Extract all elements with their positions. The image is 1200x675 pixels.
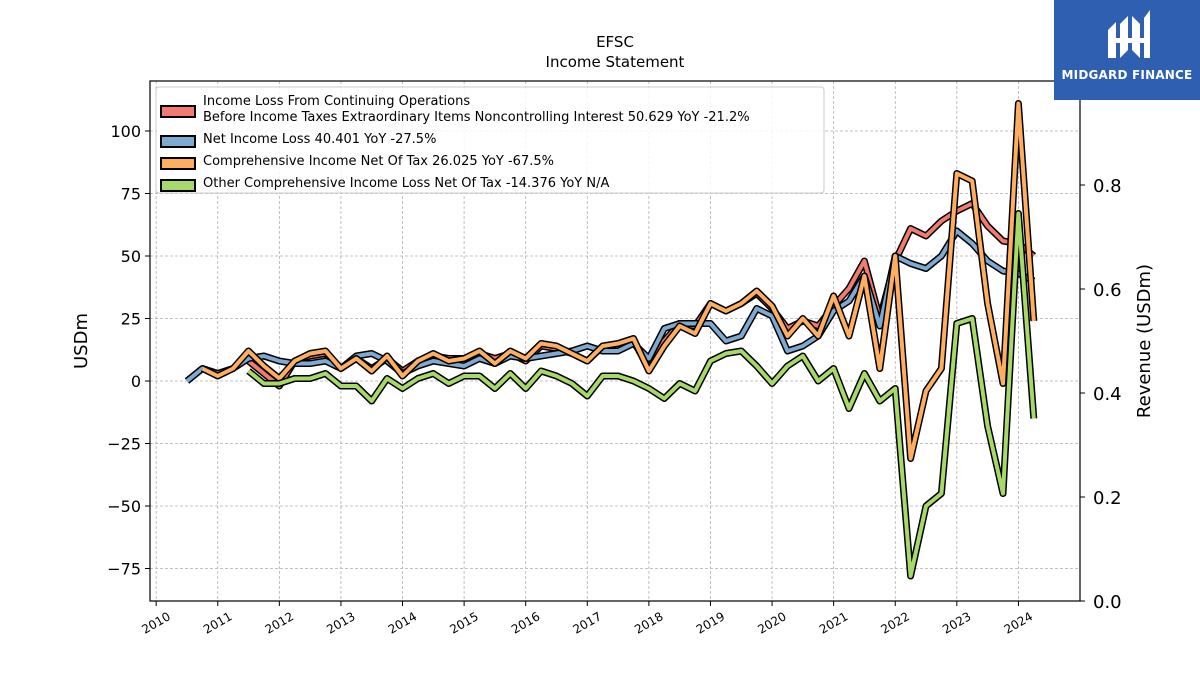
series-layer [184, 100, 1038, 580]
y2-tick-label: 0.2 [1093, 488, 1122, 509]
y-tick-label: −75 [107, 560, 141, 579]
x-tick-label: 2017 [571, 609, 604, 636]
y-tick-label: 100 [110, 122, 141, 141]
x-tick-label: 2018 [632, 609, 665, 636]
legend-label: Comprehensive Income Net Of Tax 26.025 Y… [203, 154, 554, 169]
y-axis-label: USDm [71, 313, 92, 369]
y-tick-label: 50 [121, 247, 141, 266]
series-line-4 [246, 210, 1038, 580]
y-tick-label: 25 [121, 310, 141, 329]
legend-swatch [160, 135, 196, 148]
x-tick-label: 2020 [755, 609, 788, 636]
ticks: 2010 2011 2012 2013 2014 2015 2016 2017 2018 2019… [107, 122, 1121, 637]
y2-tick-label: 0.6 [1093, 280, 1122, 301]
legend-swatch [160, 157, 196, 170]
legend-frame [155, 86, 825, 194]
x-tick-label: 2016 [509, 609, 542, 636]
x-tick-label: 2023 [940, 609, 973, 636]
y2-tick-label: 0.8 [1093, 176, 1122, 197]
plot-frame [149, 80, 1081, 602]
x-tick-label: 2012 [263, 609, 296, 636]
legend-swatch [160, 179, 196, 192]
x-tick-label: 2019 [694, 609, 727, 636]
y2-axis-label: Revenue (USDm) [1134, 264, 1155, 418]
legend-label: Other Comprehensive Income Loss Net Of T… [203, 176, 609, 191]
x-tick-label: 2014 [386, 609, 419, 636]
y2-tick-label: 0.0 [1093, 592, 1122, 613]
y-tick-label: −25 [107, 435, 141, 454]
legend-label: Net Income Loss 40.401 YoY -27.5% [203, 132, 436, 147]
legend-swatch [160, 105, 196, 118]
x-tick-label: 2022 [879, 609, 912, 636]
y-tick-label: 0 [131, 372, 141, 391]
legend-label: Income Loss From Continuing Operations [203, 94, 470, 109]
x-tick-label: 2015 [447, 609, 480, 636]
brand-mark-icon [1108, 10, 1150, 58]
chart-title: EFSC [596, 33, 634, 51]
legend-label: Before Income Taxes Extraordinary Items … [203, 110, 750, 125]
series-line-3 [200, 100, 1038, 462]
brand-logo: MIDGARD FINANCE [1054, 0, 1200, 100]
y-tick-label: −50 [107, 497, 141, 516]
x-tick-label: 2021 [817, 609, 850, 636]
y-tick-label: 75 [121, 185, 141, 204]
series-line-stroke [247, 211, 1036, 578]
x-tick-label: 2010 [139, 609, 172, 636]
brand-name: MIDGARD FINANCE [1061, 68, 1193, 82]
legend: Income Loss From Continuing OperationsBe… [155, 86, 825, 194]
x-tick-label: 2024 [1002, 609, 1035, 636]
chart-subtitle: Income Statement [546, 53, 685, 71]
x-tick-label: 2011 [201, 609, 234, 636]
x-tick-label: 2013 [324, 609, 357, 636]
y2-tick-label: 0.4 [1093, 384, 1122, 405]
series-line-stroke [201, 101, 1036, 461]
